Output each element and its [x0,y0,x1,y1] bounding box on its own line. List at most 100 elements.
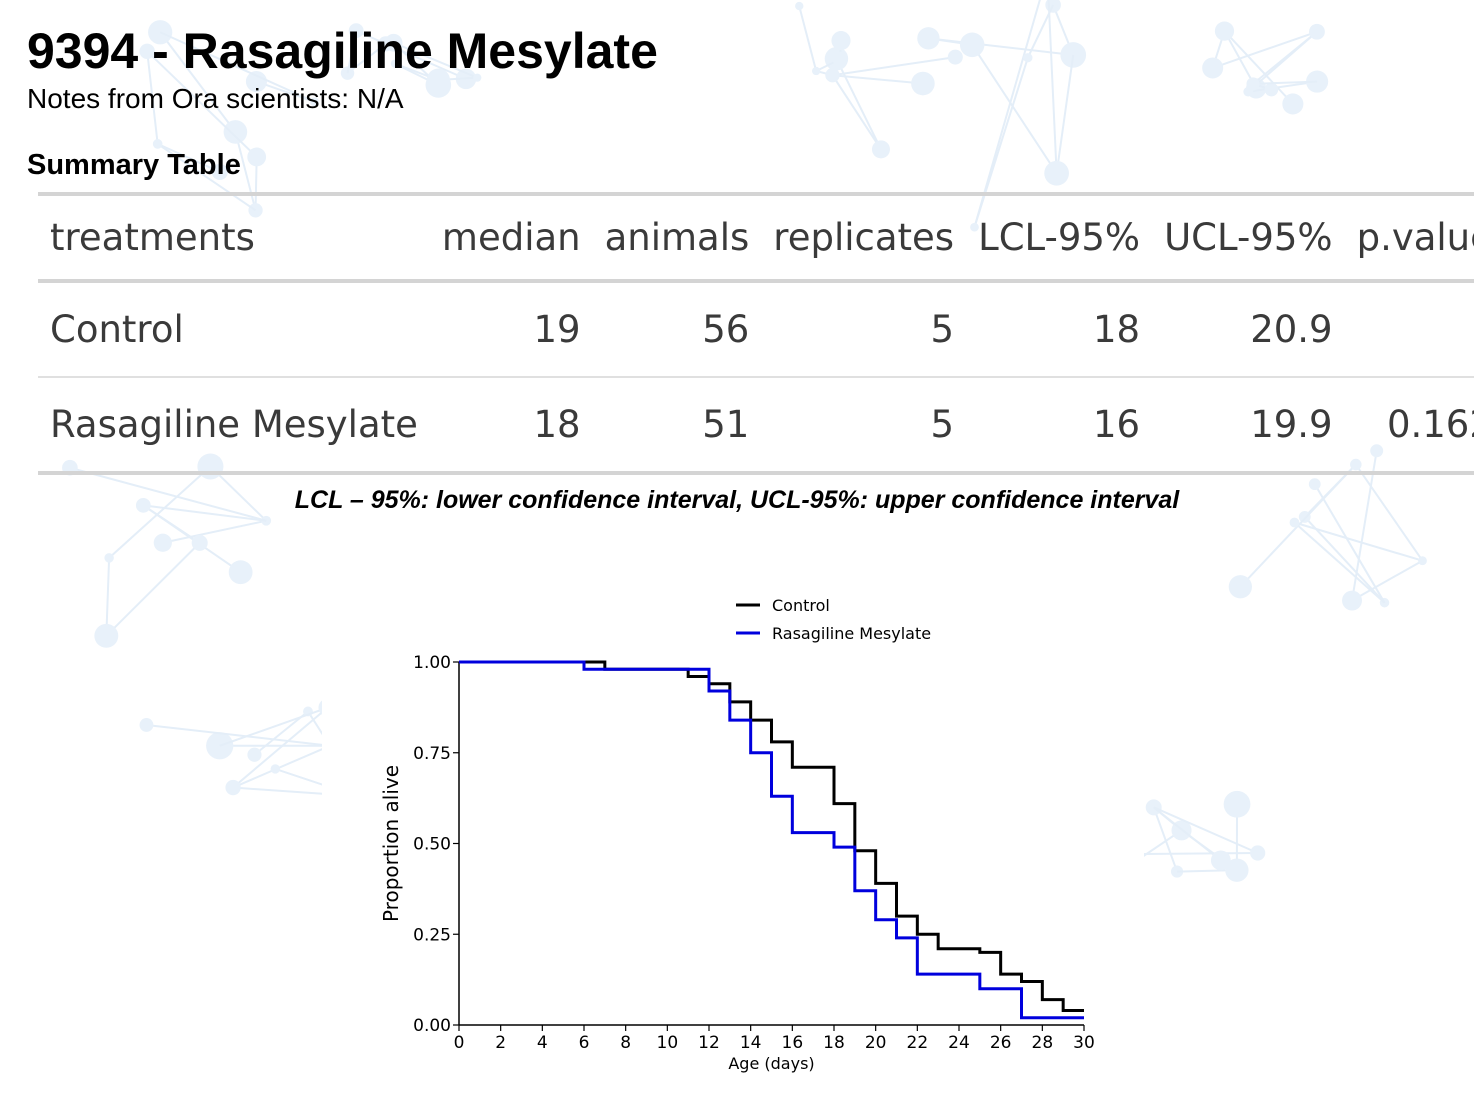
cell-lcl: 18 [1093,308,1141,351]
x-tick-label: 10 [657,1033,679,1053]
network-link [1128,851,1258,856]
network-node [62,459,78,476]
network-node [211,163,228,181]
network-link [1294,521,1423,562]
y-tick-label: 0.50 [413,835,451,855]
header-treatments: treatments [50,216,255,259]
network-node [1023,53,1033,63]
x-tick-label: 4 [537,1033,548,1053]
cell-ucl: 20.9 [1250,308,1333,351]
network-node [197,453,224,480]
network-node [191,534,208,551]
network-link [1152,807,1178,872]
network-link [1252,80,1318,85]
network-link [832,56,956,77]
network-node [153,533,172,552]
network-node [223,120,248,144]
network-node [1289,517,1300,528]
network-node [1370,444,1384,458]
x-tick-label: 18 [823,1033,845,1053]
table-caption: LCL – 95%: lower confidence interval, UC… [294,486,1180,514]
network-node [1418,556,1427,566]
network-node [245,70,267,93]
y-tick-label: 0.25 [413,925,451,945]
network-node [917,27,940,50]
network-node [152,139,163,149]
network-node [831,31,851,51]
page-title: 9394 - Rasagiline Mesylate [27,23,658,79]
network-link [1212,30,1318,69]
network-node [228,560,253,585]
network-link [1047,0,1058,174]
header-lcl: LCL-95% [978,216,1141,259]
x-tick-label: 6 [579,1033,590,1053]
network-node [139,718,154,732]
network-link [798,5,818,72]
network-node [871,140,890,159]
x-tick-label: 12 [698,1033,720,1053]
cell-median: 19 [533,308,581,351]
scientist-notes: Notes from Ora scientists: N/A [27,83,404,114]
network-link [1313,483,1386,604]
x-tick-label: 26 [990,1033,1012,1053]
network-link [157,143,257,212]
cell-replicates: 5 [930,403,955,446]
network-node [825,68,840,83]
header-median: median [441,216,581,259]
y-axis-label: Proportion alive [379,765,403,922]
network-node [795,1,804,11]
network-link [1153,806,1222,862]
table-header-row: treatments median animals replicates LCL… [38,194,1474,281]
cell-treatment: Rasagiline Mesylate [50,403,418,446]
network-link [232,744,331,789]
network-link [219,706,328,747]
x-tick-label: 8 [620,1033,631,1053]
network-link [1351,559,1423,602]
network-node [1298,510,1311,523]
network-link [1293,521,1386,604]
summary-table: treatments median animals replicates LCL… [38,192,1474,475]
network-node [135,497,151,513]
network-link [157,142,221,173]
network-node [812,66,821,76]
network-link [143,504,267,522]
network-node [473,73,482,82]
network-node [1202,57,1224,79]
network-node [1228,575,1252,599]
cell-ucl: 19.9 [1250,403,1333,446]
x-tick-label: 22 [907,1033,929,1053]
x-tick-label: 16 [782,1033,804,1053]
x-tick-label: 30 [1073,1033,1095,1053]
network-link [1026,4,1055,59]
cell-pvalue: 0.162 [1386,403,1474,446]
network-link [159,31,315,103]
network-link [108,465,212,559]
network-link [105,557,111,636]
network-node [247,747,262,762]
table-row: Control 19 56 5 18 20.9 - [38,281,1474,377]
network-link [1304,516,1386,604]
network-link [1153,806,1259,854]
y-tick-label: 1.00 [413,653,451,673]
network-node [1246,77,1260,91]
cell-animals: 56 [702,308,750,351]
network-node [390,59,399,68]
network-node [1309,23,1325,40]
header-replicates: replicates [773,216,955,259]
network-link [1055,54,1075,174]
x-tick-label: 14 [740,1033,762,1053]
x-tick-label: 0 [454,1033,465,1053]
x-tick-label: 20 [865,1033,887,1053]
x-tick-label: 28 [1032,1033,1054,1053]
network-node [104,553,114,563]
network-link [146,723,331,747]
network-node [947,49,963,65]
network-node [94,623,119,648]
network-node [970,222,979,232]
x-tick-label: 2 [495,1033,506,1053]
network-link [234,131,257,211]
network-node [1223,790,1251,818]
network-node [1044,160,1069,186]
survival-chart: 0 2 4 6 8 10 12 14 16 18 20 22 24 26 28 300.000.250.500… [379,596,1095,1073]
network-node [1250,845,1266,861]
